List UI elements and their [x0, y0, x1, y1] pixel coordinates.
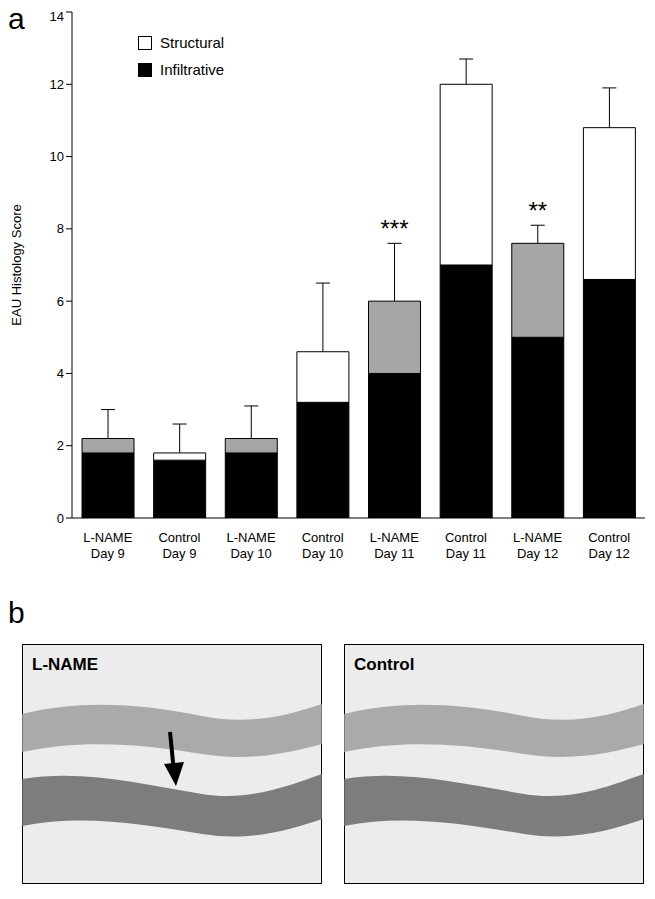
svg-text:Control: Control: [302, 530, 344, 545]
html-text:Infiltrative: Infiltrative: [160, 61, 225, 78]
svg-text:10: 10: [50, 149, 64, 164]
svg-text:Day 9: Day 9: [162, 546, 196, 561]
svg-text:EAU Histology Score: EAU Histology Score: [9, 204, 24, 325]
svg-text:***: ***: [381, 215, 409, 242]
svg-text:L-NAME: L-NAME: [370, 530, 419, 545]
svg-text:Day 10: Day 10: [230, 546, 271, 561]
svg-text:12: 12: [50, 77, 64, 92]
svg-text:Day 12: Day 12: [589, 546, 630, 561]
svg-text:8: 8: [57, 221, 64, 236]
svg-text:**: **: [528, 197, 547, 224]
html-text:b: b: [8, 596, 25, 629]
svg-text:L-NAME: L-NAME: [513, 530, 562, 545]
svg-text:Control: Control: [445, 530, 487, 545]
svg-text:Day 10: Day 10: [302, 546, 343, 561]
svg-text:4: 4: [57, 366, 64, 381]
svg-text:Control: Control: [354, 655, 414, 674]
html-text:Structural: Structural: [160, 34, 225, 51]
svg-text:Day 9: Day 9: [91, 546, 125, 561]
html-text:a: a: [8, 2, 25, 35]
svg-text:L-NAME: L-NAME: [227, 530, 276, 545]
svg-text:Day 11: Day 11: [446, 546, 486, 561]
svg-text:L-NAME: L-NAME: [83, 530, 132, 545]
svg-text:Day 11: Day 11: [374, 546, 414, 561]
svg-text:14: 14: [50, 9, 64, 24]
svg-text:6: 6: [57, 294, 64, 309]
svg-text:0: 0: [57, 511, 64, 526]
svg-text:Control: Control: [588, 530, 630, 545]
svg-text:Day 12: Day 12: [517, 546, 558, 561]
svg-text:2: 2: [57, 438, 64, 453]
svg-text:Control: Control: [158, 530, 200, 545]
svg-text:L-NAME: L-NAME: [32, 655, 98, 674]
